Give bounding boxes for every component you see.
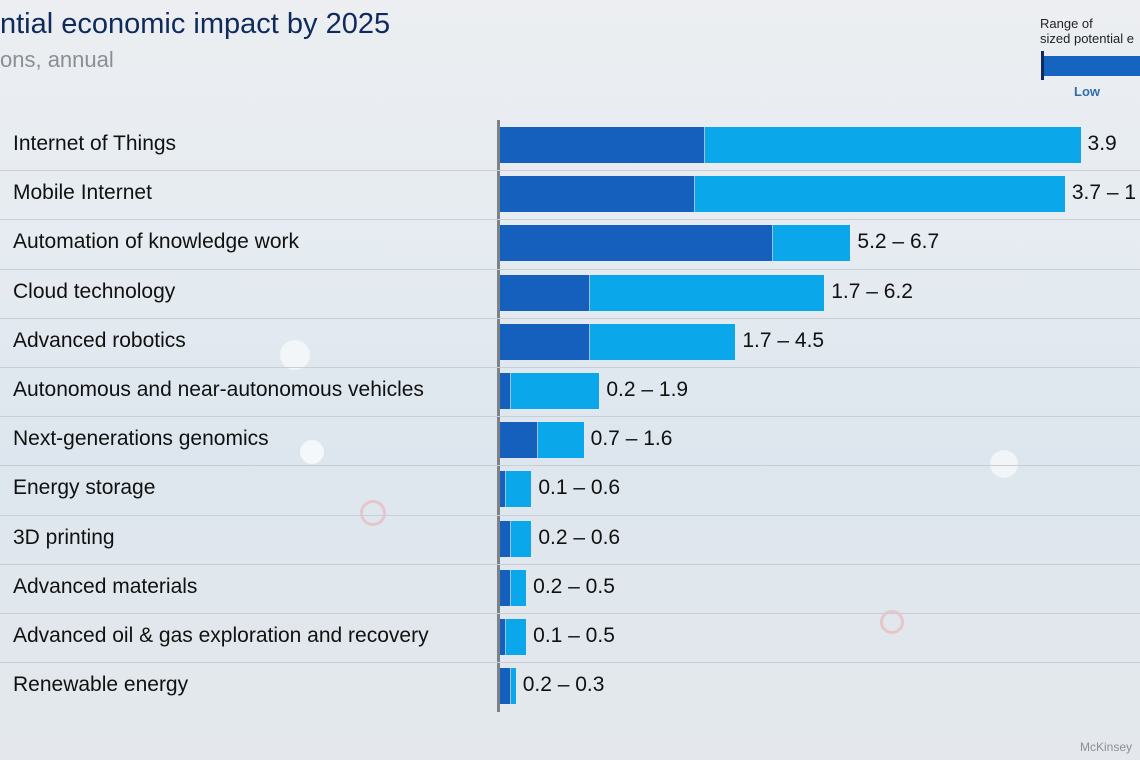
value-label: 0.2 – 0.5 (533, 574, 615, 598)
bar-low (500, 127, 705, 163)
legend-low-label: Low (1074, 84, 1100, 99)
value-label: 0.2 – 0.3 (522, 673, 605, 697)
row-divider (0, 563, 1140, 565)
row-divider (0, 662, 1140, 664)
bar-low (500, 520, 512, 557)
category-label: Advanced robotics (13, 328, 186, 352)
legend-line-1: Range of (1040, 16, 1093, 31)
bar-low (500, 225, 773, 262)
category-label: Advanced materials (13, 574, 198, 598)
value-label: 0.1 – 0.5 (533, 624, 615, 647)
category-label: Next-generations genomics (13, 427, 269, 451)
category-label: Cloud technology (13, 279, 176, 303)
bar-low (500, 176, 695, 213)
row-divider (0, 416, 1140, 418)
legend-bar (1043, 56, 1140, 76)
chart-subtitle: ons, annual (0, 47, 114, 72)
row-divider (0, 317, 1140, 319)
value-label: 0.2 – 0.6 (538, 525, 621, 549)
row-divider (0, 465, 1140, 467)
category-label: 3D printing (13, 525, 115, 549)
value-label: 1.7 – 6.2 (831, 279, 913, 303)
category-label: Autonomous and near-autonomous vehicles (13, 378, 424, 401)
value-label: 1.7 – 4.5 (742, 328, 825, 352)
value-label: 3.7 – 1 (1071, 181, 1137, 205)
bar-low (500, 274, 590, 311)
bar-low (500, 619, 507, 655)
legend-tick (1041, 51, 1044, 80)
y-axis-line (497, 120, 500, 712)
bar-low (500, 373, 512, 409)
category-label: Renewable energy (13, 673, 189, 697)
value-label: 0.1 – 0.6 (538, 476, 621, 500)
category-label: Mobile Internet (13, 181, 152, 205)
row-divider (0, 170, 1140, 172)
bar-low (500, 668, 512, 705)
legend-line-2: sized potential e (1040, 31, 1134, 46)
chart-title: ntial economic impact by 2025 (0, 8, 391, 40)
category-label: Internet of Things (13, 132, 177, 155)
category-label: Advanced oil & gas exploration and recov… (13, 624, 429, 647)
row-divider (0, 613, 1140, 614)
value-label: 0.7 – 1.6 (590, 427, 673, 451)
bar-low (500, 471, 507, 508)
category-label: Automation of knowledge work (13, 230, 299, 254)
bar-high (500, 373, 600, 409)
row-divider (0, 367, 1140, 368)
bar-low (500, 569, 512, 606)
row-divider (0, 219, 1140, 221)
source-label: McKinsey (1079, 740, 1132, 754)
row-divider (0, 268, 1140, 270)
bar-low (500, 422, 538, 459)
category-label: Energy storage (13, 476, 156, 500)
value-label: 0.2 – 1.9 (606, 378, 689, 401)
value-label: 5.2 – 6.7 (857, 230, 940, 254)
value-label: 3.9 (1087, 132, 1117, 155)
legend: Range of sized potential e Low (1040, 16, 1140, 106)
row-divider (0, 514, 1140, 516)
bar-low (500, 323, 590, 360)
